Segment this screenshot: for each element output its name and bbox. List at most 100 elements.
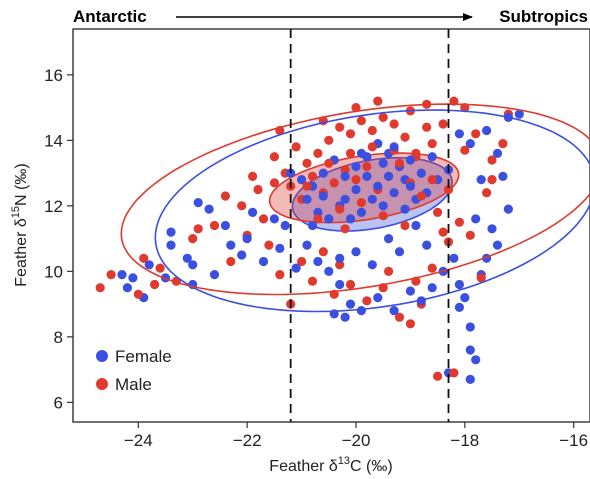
male-data-point: [449, 368, 458, 377]
female-data-point: [466, 322, 475, 331]
male-data-point: [330, 178, 339, 187]
female-data-point: [390, 306, 399, 315]
male-data-point: [188, 234, 197, 243]
female-data-point: [128, 273, 137, 282]
male-data-point: [428, 139, 437, 148]
male-data-point: [373, 97, 382, 106]
male-data-point: [455, 218, 464, 227]
female-data-point: [455, 280, 464, 289]
female-data-point: [471, 355, 480, 364]
male-data-point: [406, 319, 415, 328]
female-data-point: [221, 221, 230, 230]
x-tick-label: −24: [124, 431, 153, 450]
female-data-point: [422, 241, 431, 250]
male-data-point: [302, 182, 311, 191]
female-data-point: [259, 257, 268, 266]
female-data-point: [324, 214, 333, 223]
male-data-point: [433, 208, 442, 217]
female-data-point: [308, 221, 317, 230]
top-right-label: Subtropics: [499, 7, 588, 26]
male-data-point: [384, 267, 393, 276]
top-left-label: Antarctic: [73, 7, 147, 26]
male-data-point: [264, 241, 273, 250]
male-data-point: [368, 142, 377, 151]
female-data-point: [406, 182, 415, 191]
female-data-point: [341, 172, 350, 181]
female-data-point: [498, 172, 507, 181]
male-data-point: [335, 123, 344, 132]
female-data-point: [281, 221, 290, 230]
female-data-point: [194, 198, 203, 207]
female-data-point: [390, 142, 399, 151]
male-data-point: [150, 280, 159, 289]
female-data-point: [455, 129, 464, 138]
male-data-point: [357, 116, 366, 125]
male-data-point: [308, 172, 317, 181]
male-data-point: [275, 270, 284, 279]
male-data-point: [395, 159, 404, 168]
male-data-point: [346, 129, 355, 138]
male-data-point: [498, 139, 507, 148]
female-data-point: [346, 300, 355, 309]
y-tick-label: 16: [44, 66, 63, 85]
female-data-point: [341, 195, 350, 204]
male-data-point: [379, 211, 388, 220]
female-data-point: [493, 149, 502, 158]
female-data-point: [493, 241, 502, 250]
male-data-point: [259, 214, 268, 223]
male-data-point: [134, 290, 143, 299]
y-tick-label: 14: [44, 131, 63, 150]
female-data-point: [466, 345, 475, 354]
male-data-point: [379, 113, 388, 122]
female-data-point: [275, 244, 284, 253]
male-data-point: [302, 159, 311, 168]
female-data-point: [390, 188, 399, 197]
male-data-point: [482, 188, 491, 197]
male-data-point: [466, 231, 475, 240]
female-data-point: [411, 221, 420, 230]
y-tick-label: 10: [44, 262, 63, 281]
female-data-point: [384, 172, 393, 181]
female-data-point: [477, 175, 486, 184]
female-data-point: [117, 270, 126, 279]
female-data-point: [368, 260, 377, 269]
female-data-point: [368, 195, 377, 204]
female-data-point: [362, 172, 371, 181]
y-tick-label: 12: [44, 197, 63, 216]
male-data-point: [471, 129, 480, 138]
male-data-point: [346, 280, 355, 289]
male-data-point: [210, 221, 219, 230]
male-data-point: [319, 247, 328, 256]
male-data-point: [368, 126, 377, 135]
male-data-point: [346, 149, 355, 158]
female-data-point: [406, 155, 415, 164]
female-data-point: [455, 303, 464, 312]
female-data-point: [395, 247, 404, 256]
female-data-point: [210, 270, 219, 279]
female-data-point: [400, 205, 409, 214]
male-data-point: [351, 175, 360, 184]
male-data-point: [156, 264, 165, 273]
male-data-point: [460, 146, 469, 155]
female-data-point: [504, 205, 513, 214]
female-data-point: [449, 254, 458, 263]
legend-male-marker: [96, 378, 108, 390]
female-data-point: [335, 254, 344, 263]
female-data-point: [379, 201, 388, 210]
x-axis-ticks: −24 −22 −20 −18 −16: [124, 422, 588, 450]
female-data-point: [145, 260, 154, 269]
female-data-point: [351, 247, 360, 256]
x-tick-label: −18: [450, 431, 479, 450]
male-data-point: [308, 277, 317, 286]
data-points: [96, 97, 524, 385]
male-data-point: [248, 172, 257, 181]
male-data-point: [96, 283, 105, 292]
male-data-point: [428, 264, 437, 273]
female-data-point: [379, 159, 388, 168]
female-data-point: [357, 306, 366, 315]
male-data-point: [428, 175, 437, 184]
male-data-point: [313, 149, 322, 158]
male-data-point: [335, 205, 344, 214]
female-data-point: [346, 214, 355, 223]
y-tick-label: 6: [54, 393, 63, 412]
